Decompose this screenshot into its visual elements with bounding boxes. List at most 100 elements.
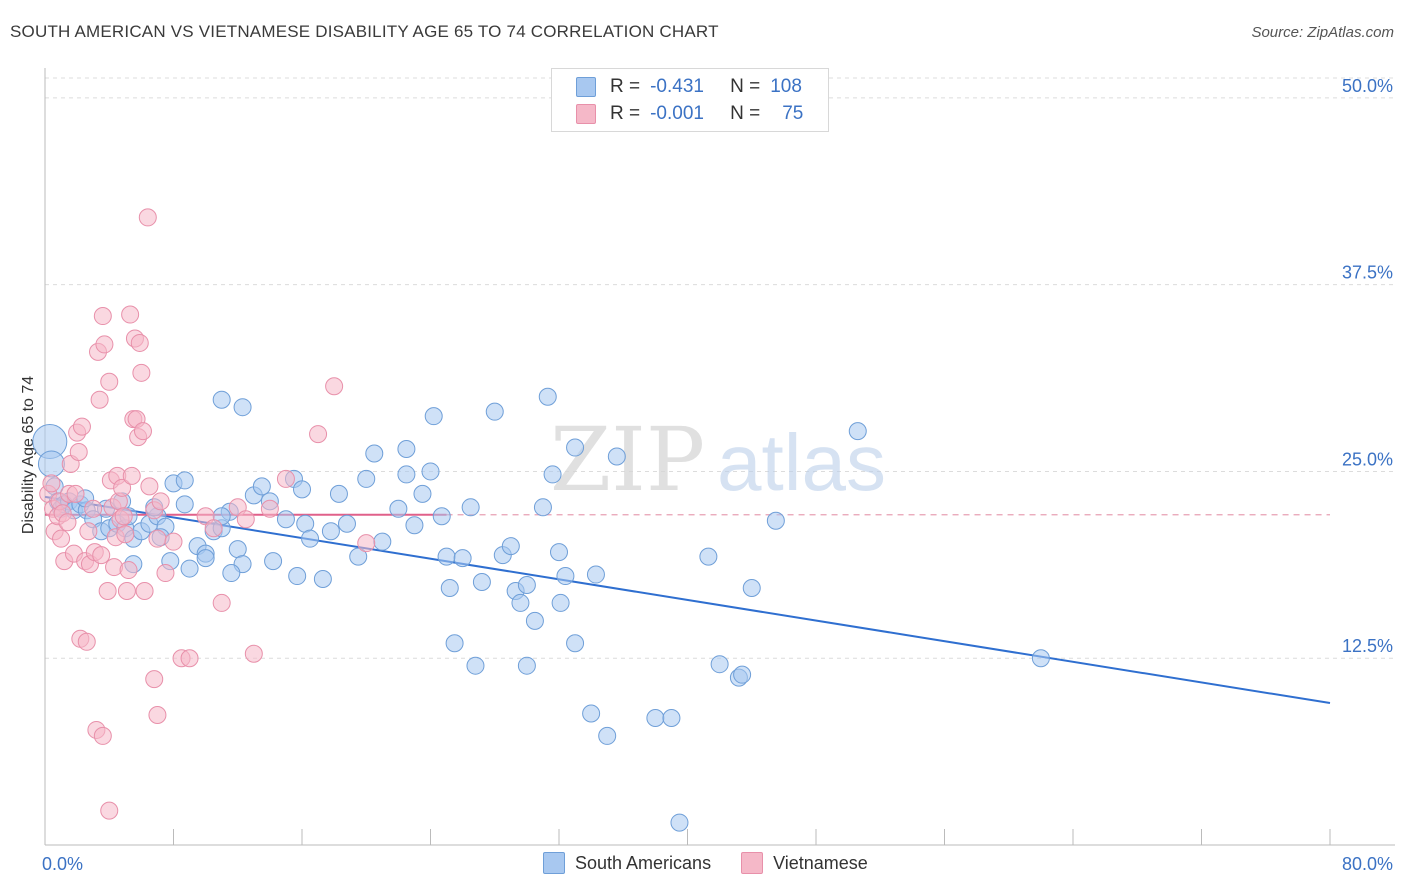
legend-r-label: R = — [610, 76, 641, 97]
chart-title: SOUTH AMERICAN VS VIETNAMESE DISABILITY … — [10, 22, 719, 41]
point-south-americans — [517, 656, 536, 675]
point-south-americans — [466, 656, 485, 675]
point-vietnamese — [148, 706, 167, 725]
point-south-americans — [228, 540, 247, 559]
point-vietnamese — [95, 335, 114, 354]
point-south-americans — [296, 514, 315, 533]
point-vietnamese — [72, 417, 91, 436]
point-south-americans — [276, 510, 295, 529]
point-south-americans — [175, 471, 194, 490]
point-south-americans — [440, 578, 459, 597]
point-south-americans — [662, 708, 681, 727]
correlation-legend: R = -0.431 N = 108 R = -0.001 N = 75 — [551, 68, 829, 132]
point-vietnamese — [98, 581, 117, 600]
point-south-americans — [252, 477, 271, 496]
point-vietnamese — [309, 425, 328, 444]
point-vietnamese — [122, 466, 141, 485]
point-south-americans — [196, 549, 215, 568]
point-vietnamese — [138, 208, 157, 227]
point-vietnamese — [121, 305, 140, 324]
point-vietnamese — [114, 507, 133, 526]
trend-line-south-americans — [44, 495, 1331, 705]
point-vietnamese — [151, 492, 170, 511]
point-south-americans — [288, 567, 307, 586]
point-south-americans — [543, 465, 562, 484]
point-vietnamese — [236, 510, 255, 529]
series-label-south-americans: South Americans — [575, 852, 712, 873]
point-vietnamese — [204, 519, 223, 538]
point-vietnamese — [90, 390, 109, 409]
point-vietnamese — [260, 499, 279, 518]
point-south-americans — [313, 570, 332, 589]
point-south-americans — [397, 440, 416, 459]
point-vietnamese — [79, 522, 98, 541]
point-south-americans — [337, 514, 356, 533]
point-vietnamese — [93, 307, 112, 326]
point-south-americans — [461, 498, 480, 517]
point-south-americans — [453, 549, 472, 568]
point-vietnamese — [357, 534, 376, 553]
series-legend: South Americans Vietnamese — [543, 852, 868, 874]
point-south-americans — [421, 462, 440, 481]
series-swatch-vietnamese — [741, 852, 764, 874]
point-south-americans — [389, 499, 408, 518]
point-south-americans — [472, 573, 491, 592]
point-vietnamese — [113, 478, 132, 497]
point-vietnamese — [66, 484, 85, 503]
y-tick-label: 37.5% — [1342, 263, 1393, 283]
point-vietnamese — [100, 372, 119, 391]
point-south-americans — [301, 529, 320, 548]
point-vietnamese — [145, 670, 164, 689]
y-tick-label: 25.0% — [1342, 449, 1393, 469]
point-south-americans — [432, 507, 451, 526]
watermark: ZIP atlas — [550, 408, 886, 511]
point-south-americans — [233, 398, 252, 417]
point-south-americans — [607, 447, 626, 466]
point-south-americans — [293, 480, 311, 499]
legend-swatch-pink — [576, 104, 596, 124]
point-vietnamese — [100, 801, 119, 820]
data-points — [32, 208, 1050, 832]
x-tick-label-max: 80.0% — [1342, 854, 1393, 874]
point-vietnamese — [156, 564, 175, 583]
point-south-americans — [180, 559, 199, 578]
point-south-americans — [222, 564, 241, 583]
point-vietnamese — [92, 546, 111, 565]
point-vietnamese — [105, 558, 124, 577]
legend-n-value: 108 — [770, 76, 802, 97]
point-south-americans — [733, 665, 752, 684]
point-south-americans — [551, 593, 570, 612]
legend-row-south-americans: R = -0.431 N = 108 — [552, 74, 802, 100]
point-south-americans — [533, 498, 552, 517]
point-south-americans — [766, 511, 785, 530]
point-south-americans — [397, 465, 416, 484]
point-south-americans — [37, 450, 65, 478]
legend-r-value: -0.001 — [650, 103, 704, 124]
point-south-americans — [349, 547, 368, 566]
source-label: Source: ZipAtlas.com — [1251, 24, 1394, 41]
point-south-americans — [445, 634, 464, 653]
point-vietnamese — [84, 499, 103, 518]
point-south-americans — [329, 484, 348, 503]
point-vietnamese — [212, 593, 231, 612]
series-swatch-south-americans — [543, 852, 565, 874]
point-vietnamese — [130, 333, 149, 352]
point-south-americans — [424, 407, 443, 426]
point-vietnamese — [77, 632, 96, 651]
legend-n-label: N = — [730, 76, 761, 97]
point-south-americans — [556, 567, 575, 586]
point-vietnamese — [132, 363, 151, 382]
legend-row-vietnamese: R = -0.001 N = 75 — [552, 101, 803, 127]
point-south-americans — [598, 726, 617, 745]
point-vietnamese — [42, 474, 61, 493]
point-south-americans — [373, 532, 392, 551]
point-south-americans — [710, 655, 729, 674]
y-tick-label: 12.5% — [1342, 636, 1393, 656]
point-south-americans — [566, 438, 585, 457]
point-south-americans — [212, 390, 231, 409]
point-vietnamese — [244, 644, 263, 663]
point-south-americans — [357, 469, 376, 488]
point-south-americans — [670, 813, 689, 832]
point-south-americans — [848, 422, 867, 441]
